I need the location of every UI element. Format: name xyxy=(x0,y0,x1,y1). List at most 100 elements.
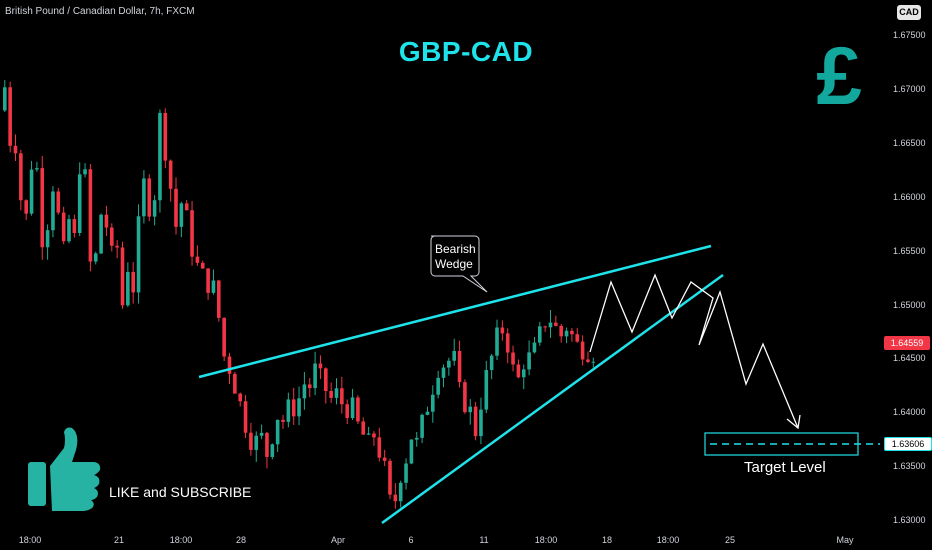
current-price-tag: 1.64559 xyxy=(884,336,930,350)
bull-candle xyxy=(152,200,157,217)
bear-candle xyxy=(115,245,119,248)
bull-candle xyxy=(489,355,494,371)
bear-candle xyxy=(291,399,296,417)
like-subscribe-text: LIKE and SUBSCRIBE xyxy=(109,484,252,500)
bear-candle xyxy=(120,247,125,306)
bear-candle xyxy=(361,421,366,435)
bull-candle xyxy=(564,330,569,337)
bear-candle xyxy=(131,271,135,293)
candles-group xyxy=(3,80,596,509)
bear-candle xyxy=(543,326,547,328)
chart-title: GBP-CAD xyxy=(398,36,534,67)
bull-candle xyxy=(302,384,307,399)
bear-candle xyxy=(307,384,312,389)
bear-candle xyxy=(249,432,253,450)
bear-candle xyxy=(227,356,232,374)
bear-candle xyxy=(147,178,152,217)
bull-candle xyxy=(286,399,291,422)
bear-candle xyxy=(265,432,269,457)
bull-candle xyxy=(591,361,596,363)
bull-candle xyxy=(142,178,146,217)
y-tick-label: 1.67500 xyxy=(893,30,926,40)
bull-candle xyxy=(479,409,483,437)
bull-candle xyxy=(441,367,446,378)
bear-candle xyxy=(233,373,237,394)
bull-candle xyxy=(45,230,50,248)
x-tick-label: 25 xyxy=(724,535,736,545)
bull-candle xyxy=(538,326,542,343)
bearish-wedge-callout: Bearish Wedge xyxy=(430,235,488,293)
x-tick-label: 6 xyxy=(408,535,414,545)
x-tick-label: Apr xyxy=(330,535,346,545)
bear-candle xyxy=(24,200,28,214)
bear-candle xyxy=(88,169,93,262)
bull-candle xyxy=(259,432,264,436)
y-tick-label: 1.65500 xyxy=(893,245,926,256)
bear-candle xyxy=(184,203,189,211)
wedge-upper-line xyxy=(198,244,712,379)
bear-candle xyxy=(575,334,580,342)
time-axis[interactable] xyxy=(0,525,880,550)
bull-candle xyxy=(158,112,162,201)
bull-candle xyxy=(270,444,275,457)
bear-candle xyxy=(340,388,344,405)
bear-candle xyxy=(463,382,467,413)
bear-candle xyxy=(388,460,392,495)
bull-candle xyxy=(404,463,408,483)
bear-candle xyxy=(195,256,200,263)
x-tick-label: 18:00 xyxy=(656,535,680,545)
bear-candle xyxy=(206,268,210,293)
symbol-info: British Pound / Canadian Dollar, 7h, FXC… xyxy=(5,6,195,17)
bear-candle xyxy=(511,352,515,365)
bear-candle xyxy=(318,363,323,369)
bull-candle xyxy=(468,406,473,413)
currency-badge[interactable]: CAD xyxy=(897,5,921,20)
target-level-label: Target Level xyxy=(744,459,826,476)
y-tick-label: 1.67000 xyxy=(893,83,926,94)
bull-candle xyxy=(51,191,55,231)
bull-candle xyxy=(254,435,259,450)
bear-candle xyxy=(8,87,12,146)
wedge-lower-line xyxy=(381,273,724,525)
bull-candle xyxy=(83,169,87,175)
bull-candle xyxy=(67,219,71,242)
bear-candle xyxy=(393,494,398,502)
bear-candle xyxy=(61,212,66,242)
bull-candle xyxy=(29,169,34,214)
bear-candle xyxy=(570,330,574,335)
bull-candle xyxy=(136,216,141,293)
bull-candle xyxy=(179,203,184,227)
bull-candle xyxy=(211,280,216,293)
bull-candle xyxy=(334,388,339,398)
pound-logo: £ xyxy=(816,31,862,122)
bear-candle xyxy=(516,364,521,378)
x-tick-label: 21 xyxy=(113,535,125,545)
x-tick-label: 28 xyxy=(235,535,247,545)
y-tick-label: 1.63000 xyxy=(893,515,926,526)
bull-candle xyxy=(527,352,531,370)
bull-candle xyxy=(313,363,317,389)
y-tick-label: 1.66500 xyxy=(893,137,926,148)
bull-candle xyxy=(77,174,82,233)
x-tick-label: 18:00 xyxy=(18,535,42,545)
projection-path xyxy=(589,273,799,429)
bear-candle xyxy=(324,368,328,391)
x-tick-label: May xyxy=(836,535,854,545)
target-price-tag: 1.63606 xyxy=(884,437,932,451)
bear-candle xyxy=(200,262,205,269)
bear-candle xyxy=(559,325,563,337)
price-chart[interactable]: Bearish Wedge £ xyxy=(0,0,880,525)
bear-candle xyxy=(72,219,77,233)
x-tick-label: 18 xyxy=(601,535,613,545)
y-tick-label: 1.64500 xyxy=(893,353,926,364)
bear-candle xyxy=(281,419,285,422)
bear-candle xyxy=(500,327,505,334)
bull-candle xyxy=(297,398,301,417)
bull-candle xyxy=(126,271,130,306)
bear-candle xyxy=(554,322,558,326)
y-tick-label: 1.65000 xyxy=(893,299,926,310)
wedge-label-line1: Bearish xyxy=(435,242,476,256)
bull-candle xyxy=(93,253,98,262)
bull-candle xyxy=(350,397,355,418)
bull-candle xyxy=(35,168,39,170)
